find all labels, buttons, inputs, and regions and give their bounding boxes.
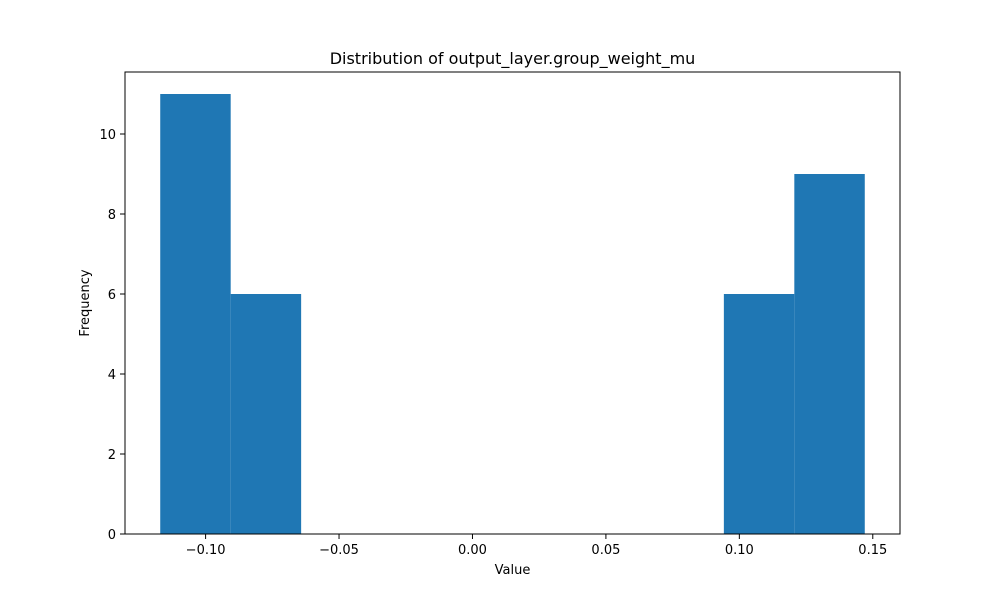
histogram-bars bbox=[160, 94, 865, 534]
x-axis-label: Value bbox=[495, 563, 531, 578]
histogram-bar bbox=[794, 174, 865, 534]
x-axis-ticks: −0.10 −0.05 0.00 0.05 0.10 0.15 bbox=[186, 534, 887, 558]
chart-title: Distribution of output_layer.group_weigh… bbox=[330, 49, 696, 69]
x-tick-label: 0.10 bbox=[725, 543, 754, 558]
y-tick-label: 4 bbox=[108, 368, 116, 383]
y-tick-label: 10 bbox=[99, 128, 116, 143]
y-tick-label: 2 bbox=[108, 448, 116, 463]
x-tick-label: 0.05 bbox=[591, 543, 620, 558]
y-axis-ticks: 0 2 4 6 8 10 bbox=[99, 128, 125, 543]
y-tick-label: 0 bbox=[108, 528, 116, 543]
x-tick-label: −0.10 bbox=[186, 543, 226, 558]
y-tick-label: 8 bbox=[108, 208, 116, 223]
plot-frame bbox=[124, 71, 901, 535]
x-tick-label: 0.00 bbox=[458, 543, 487, 558]
x-tick-label: 0.15 bbox=[858, 543, 887, 558]
histogram-bar bbox=[723, 294, 795, 534]
x-tick-label: −0.05 bbox=[319, 543, 359, 558]
y-axis-label: Frequency bbox=[78, 269, 93, 336]
y-tick-label: 6 bbox=[108, 288, 116, 303]
histogram-bar bbox=[160, 94, 231, 534]
histogram-bar bbox=[230, 294, 302, 534]
